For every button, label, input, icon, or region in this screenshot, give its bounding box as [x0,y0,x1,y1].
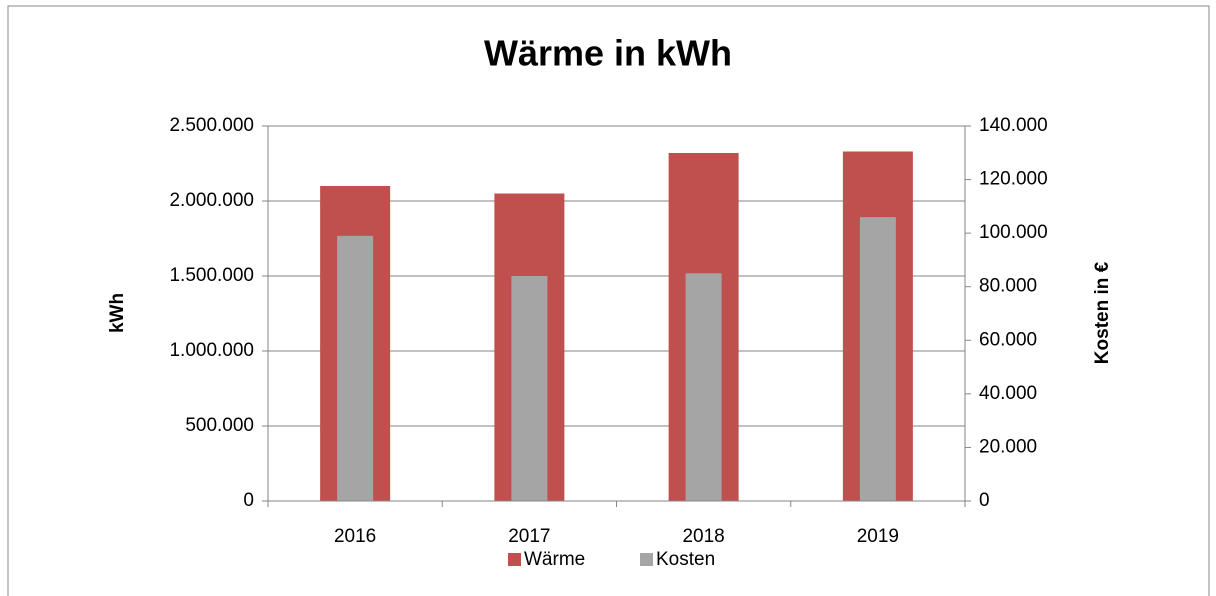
y-tick-label: 1.000.000 [169,340,254,361]
bar [685,273,722,501]
legend-label: Wärme [524,549,585,570]
y-tick-label: 2.000.000 [169,190,254,211]
y2-tick-label: 20.000 [979,436,1037,457]
y-tick-label: 1.500.000 [169,265,254,286]
y-tick-label: 500.000 [185,415,254,436]
x-tick-label: 2017 [508,526,550,547]
y2-tick-label: 0 [979,490,990,511]
chart-frame [7,5,1210,596]
bar [337,235,374,502]
y-axis-label: kWh [107,293,128,333]
bar [511,276,548,501]
x-tick-label: 2016 [334,526,376,547]
y2-tick-label: 60.000 [979,329,1037,350]
y2-tick-label: 140.000 [979,115,1048,136]
y-tick-label: 2.500.000 [169,115,254,136]
x-tick-label: 2019 [857,526,899,547]
y2-tick-label: 120.000 [979,169,1048,190]
x-tick-label: 2018 [682,526,724,547]
y2-tick-label: 100.000 [979,222,1048,243]
y2-axis-label: Kosten in € [1092,261,1113,364]
legend-swatch [508,553,521,566]
y2-tick-label: 80.000 [979,276,1037,297]
bar [859,217,896,502]
chart-title: Wärme in kWh [484,33,732,74]
legend-label: Kosten [656,549,715,570]
y-tick-label: 0 [243,490,254,511]
y2-tick-label: 40.000 [979,383,1037,404]
legend-swatch [640,553,653,566]
